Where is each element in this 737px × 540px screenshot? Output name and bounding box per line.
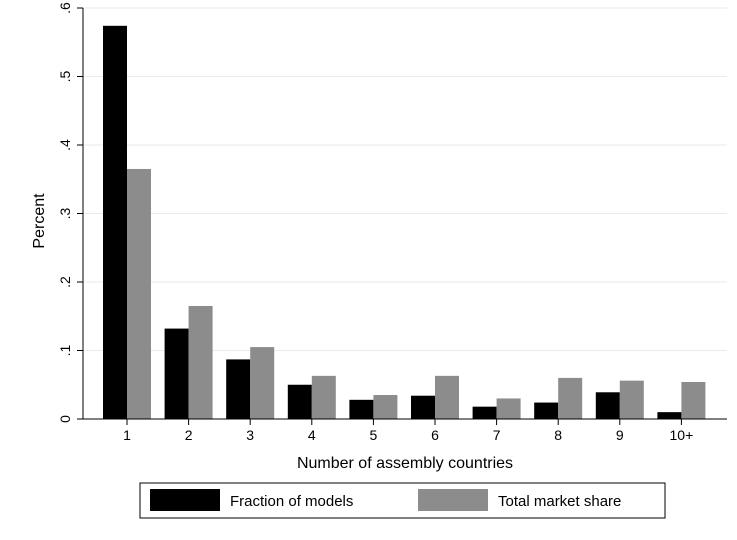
y-tick-label: .4: [57, 139, 73, 151]
x-tick-label: 6: [431, 427, 439, 443]
bar-fraction-of-models-7: [472, 406, 497, 419]
bar-fraction-of-models-4: [287, 384, 312, 419]
legend-box: [139, 482, 666, 519]
x-tick-label: 9: [616, 427, 624, 443]
x-tick-label: 8: [554, 427, 562, 443]
bar-fraction-of-models-1: [103, 25, 127, 420]
y-tick-label: .2: [57, 276, 73, 288]
bar-total-market-share-2: [188, 305, 213, 419]
bar-total-market-share-9: [619, 380, 644, 419]
bar-fraction-of-models-3: [226, 359, 251, 419]
bar-total-market-share-10plus: [681, 382, 706, 419]
x-axis-title: Number of assembly countries: [297, 455, 513, 472]
y-tick-label: .5: [57, 70, 73, 82]
x-tick-label: 5: [370, 427, 378, 443]
bar-total-market-share-7: [496, 398, 521, 419]
x-tick-label: 4: [308, 427, 316, 443]
bar-total-market-share-6: [435, 375, 459, 419]
legend: Fraction of models Total market share: [139, 482, 666, 519]
bar-fraction-of-models-5: [349, 399, 374, 419]
y-tick-labels: 0 .1 .2 .3 .4 .5 .6: [57, 2, 73, 423]
legend-label-fraction-of-models: Fraction of models: [230, 493, 353, 510]
x-tick-label: 1: [123, 427, 131, 443]
bar-fraction-of-models-8: [534, 402, 559, 419]
bar-fraction-of-models-2: [164, 328, 189, 419]
bar-fraction-of-models-10plus: [657, 412, 682, 419]
bar-total-market-share-3: [250, 347, 275, 419]
bar-fraction-of-models-9: [595, 392, 620, 419]
y-tick-label: 0: [57, 415, 73, 423]
bar-total-market-share-1: [127, 168, 151, 419]
x-tick-labels: 1 2 3 4 5 6 7 8 9 10+: [123, 427, 693, 443]
x-tick-label: 3: [246, 427, 254, 443]
legend-swatch-fraction-of-models: [150, 489, 220, 511]
bars: [103, 25, 706, 420]
legend-label-total-market-share: Total market share: [498, 493, 621, 510]
y-tick-label: .3: [57, 207, 73, 219]
bar-total-market-share-4: [311, 375, 336, 419]
y-tick-label: .6: [57, 2, 73, 14]
y-axis-title: Percent: [31, 193, 48, 249]
x-tick-label: 2: [185, 427, 193, 443]
bar-total-market-share-5: [373, 395, 398, 419]
legend-swatch-total-market-share: [418, 489, 488, 511]
bar-fraction-of-models-6: [411, 395, 435, 419]
x-tick-label: 7: [493, 427, 501, 443]
x-tick-label: 10+: [670, 427, 694, 443]
axes: [77, 7, 727, 425]
y-tick-label: .1: [57, 344, 73, 356]
bar-total-market-share-8: [558, 377, 583, 419]
